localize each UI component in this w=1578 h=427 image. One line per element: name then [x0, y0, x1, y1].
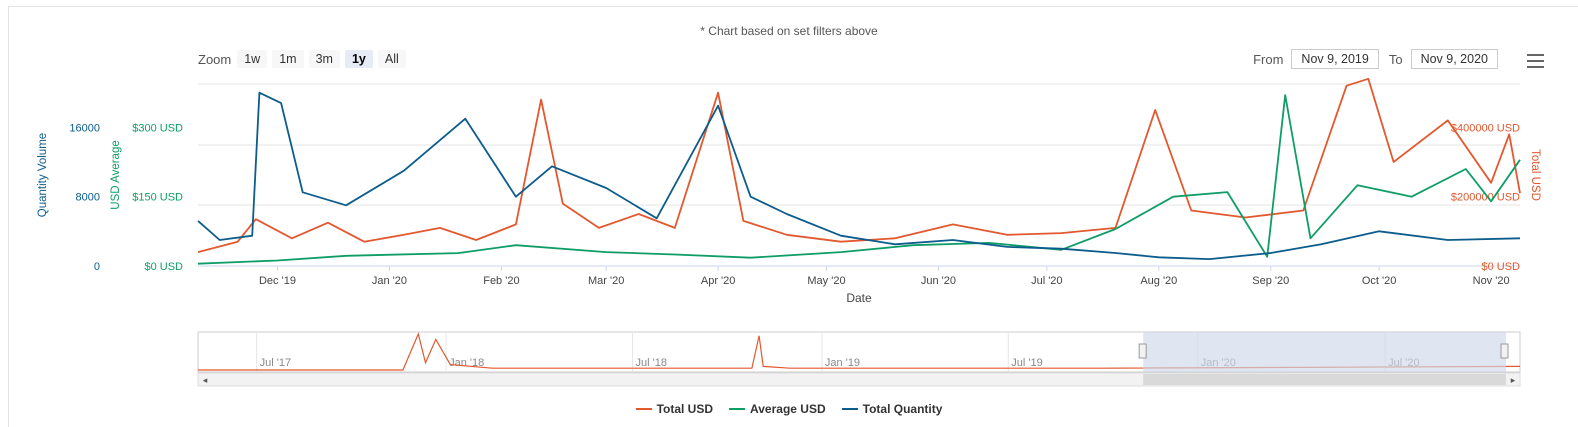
navigator-left-handle — [1138, 343, 1147, 359]
legend-label: Average USD — [750, 402, 826, 416]
scrollbar-thumb — [1143, 374, 1506, 385]
y-tick-label-quantity: 0 — [94, 261, 100, 273]
from-date-input[interactable]: Nov 9, 2019 — [1291, 49, 1379, 69]
date-range: From Nov 9, 2019 To Nov 9, 2020 — [1253, 49, 1508, 69]
x-tick-label: Jan '20 — [372, 275, 407, 287]
x-tick-label: Apr '20 — [701, 275, 736, 287]
navigator-right-handle — [1500, 343, 1509, 359]
y-axis-title-quantity: Quantity Volume — [37, 133, 49, 217]
x-tick-label: Jun '20 — [921, 275, 956, 287]
legend-item-total-quantity[interactable]: Total Quantity — [841, 402, 943, 416]
series-line-average-usd — [197, 94, 1521, 265]
series-line-total-quantity — [197, 91, 1521, 260]
legend-swatch — [635, 408, 652, 410]
to-label: To — [1388, 51, 1403, 67]
y-tick-label-total: $0 USD — [1481, 261, 1520, 273]
to-date-input[interactable]: Nov 9, 2020 — [1410, 49, 1498, 69]
x-tick-label: Aug '20 — [1140, 275, 1177, 287]
x-tick-label: Oct '20 — [1362, 275, 1397, 287]
y-tick-label-quantity: 16000 — [69, 122, 100, 134]
zoom-all-button[interactable]: All — [377, 50, 406, 68]
navigator-selection-mask — [1143, 332, 1506, 372]
x-tick-label: Dec '19 — [259, 275, 296, 287]
scrollbar-right-arrow-icon: ▸ — [1511, 375, 1516, 385]
zoom-controls: Zoom 1w 1m 3m 1y All — [198, 50, 411, 68]
y-tick-label-total: $400000 USD — [1451, 122, 1520, 134]
y-axis-title-average: USD Average — [110, 140, 122, 209]
series-line-total-usd — [197, 77, 1521, 253]
from-label: From — [1253, 51, 1284, 67]
x-tick-label: May '20 — [807, 275, 845, 287]
zoom-label: Zoom — [198, 51, 232, 67]
legend-label: Total Quantity — [862, 402, 943, 416]
navigator-tick-label: Jul '19 — [1011, 357, 1042, 369]
scrollbar-left-arrow-icon: ◂ — [203, 375, 208, 385]
chart-frame — [8, 6, 1578, 427]
x-tick-label: Sep '20 — [1252, 275, 1289, 287]
legend-label: Total USD — [656, 402, 714, 416]
zoom-1m-button[interactable]: 1m — [272, 50, 304, 68]
y-axis-title-total: Total USD — [1529, 149, 1541, 201]
navigator-tick-label: Jan '18 — [449, 357, 484, 369]
y-tick-label-average: $150 USD — [132, 192, 183, 204]
legend-swatch — [729, 408, 746, 410]
x-tick-label: Jul '20 — [1031, 275, 1062, 287]
zoom-1w-button[interactable]: 1w — [237, 50, 268, 68]
navigator-tick-label: Jul '18 — [635, 357, 666, 369]
line-chart: 0 8000 16000 $0 USD $150 USD $300 USD $0 USD $2… — [37, 77, 1541, 387]
y-tick-label-total: $200000 USD — [1451, 192, 1520, 204]
y-tick-label-average: $300 USD — [132, 122, 183, 134]
legend-swatch — [841, 408, 858, 410]
x-tick-label: Feb '20 — [483, 275, 519, 287]
navigator-tick-label: Jan '19 — [825, 357, 860, 369]
hamburger-menu-icon[interactable] — [1527, 54, 1544, 72]
x-axis-title: Date — [846, 291, 872, 305]
zoom-1y-button[interactable]: 1y — [344, 50, 373, 68]
legend-item-average-usd[interactable]: Average USD — [729, 402, 826, 416]
y-tick-label-average: $0 USD — [144, 261, 183, 273]
zoom-3m-button[interactable]: 3m — [308, 50, 340, 68]
x-tick-label: Nov '20 — [1473, 275, 1510, 287]
legend-item-total-usd[interactable]: Total USD — [635, 402, 714, 416]
y-tick-label-quantity: 8000 — [76, 192, 100, 204]
navigator-tick-label: Jul '17 — [260, 357, 291, 369]
x-tick-label: Mar '20 — [588, 275, 624, 287]
navigator-series-line — [198, 332, 1521, 371]
chart-note: * Chart based on set filters above — [700, 24, 878, 38]
legend: Total USD Average USD Total Quantity — [0, 402, 1578, 416]
